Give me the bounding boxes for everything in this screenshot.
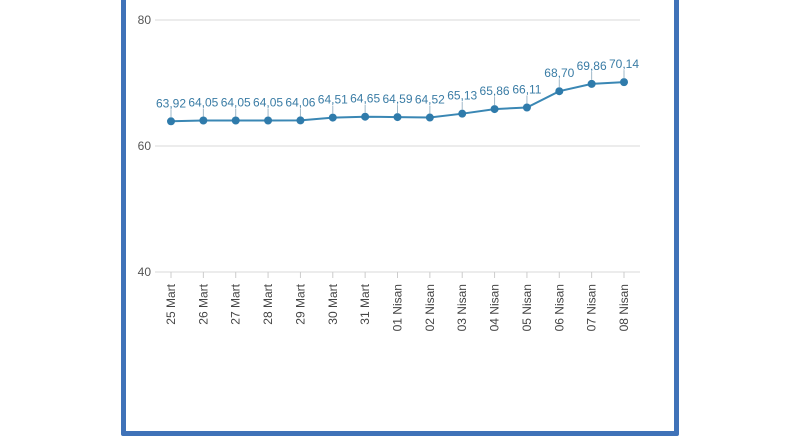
data-label: 65,13 bbox=[447, 89, 477, 103]
data-point[interactable] bbox=[199, 116, 208, 125]
x-axis-ticks: 25 Mart 26 Mart 27 Mart 28 Mart 29 Mart 30 Ma… bbox=[164, 272, 631, 331]
data-label: 64,05 bbox=[188, 95, 218, 109]
x-tick-label: 05 Nisan bbox=[520, 284, 534, 331]
data-label: 70,14 bbox=[609, 57, 639, 71]
data-label: 64,59 bbox=[382, 92, 412, 106]
data-point[interactable] bbox=[328, 113, 337, 122]
data-point[interactable] bbox=[296, 116, 305, 125]
data-label: 64,05 bbox=[253, 95, 283, 109]
data-point[interactable] bbox=[490, 105, 499, 114]
data-label: 64,06 bbox=[285, 95, 315, 109]
x-tick-label: 31 Mart bbox=[358, 283, 372, 324]
y-axis-ticks: 40 60 80 bbox=[138, 13, 152, 279]
chart-frame bbox=[121, 0, 679, 436]
x-tick-label: 06 Nisan bbox=[552, 284, 566, 331]
x-tick-label: 27 Mart bbox=[229, 283, 243, 324]
x-tick-label: 01 Nisan bbox=[391, 284, 405, 331]
data-label: 64,05 bbox=[221, 95, 251, 109]
x-tick-label: 02 Nisan bbox=[423, 284, 437, 331]
data-label: 64,65 bbox=[350, 92, 380, 106]
data-point[interactable] bbox=[393, 113, 402, 122]
x-tick-label: 04 Nisan bbox=[488, 284, 502, 331]
data-label: 64,51 bbox=[318, 93, 348, 107]
data-label: 63,92 bbox=[156, 96, 186, 110]
grid-lines bbox=[155, 19, 640, 273]
x-tick-label: 28 Mart bbox=[261, 283, 275, 324]
data-points bbox=[167, 78, 628, 126]
data-point[interactable] bbox=[264, 116, 273, 125]
data-point[interactable] bbox=[458, 109, 467, 118]
data-point[interactable] bbox=[231, 116, 240, 125]
data-point[interactable] bbox=[425, 113, 434, 122]
x-tick-label: 07 Nisan bbox=[585, 284, 599, 331]
x-tick-label: 26 Mart bbox=[196, 283, 210, 324]
x-tick-label: 25 Mart bbox=[164, 283, 178, 324]
data-label: 66,11 bbox=[512, 83, 541, 97]
data-label: 64,52 bbox=[415, 93, 445, 107]
data-label: 65,86 bbox=[480, 84, 510, 98]
x-tick-label: 08 Nisan bbox=[617, 284, 631, 331]
data-point[interactable] bbox=[555, 87, 564, 96]
y-tick-label: 60 bbox=[138, 139, 152, 153]
data-point[interactable] bbox=[620, 78, 628, 87]
y-tick-label: 40 bbox=[138, 265, 152, 279]
data-label: 68,70 bbox=[544, 66, 574, 80]
data-point[interactable] bbox=[361, 112, 370, 121]
y-tick-label: 80 bbox=[138, 13, 152, 27]
data-point[interactable] bbox=[522, 103, 531, 112]
data-point[interactable] bbox=[167, 117, 175, 126]
x-tick-label: 29 Mart bbox=[293, 283, 307, 324]
data-label: 69,86 bbox=[577, 59, 607, 73]
x-tick-label: 03 Nisan bbox=[455, 284, 469, 331]
x-tick-label: 30 Mart bbox=[326, 283, 340, 324]
data-point[interactable] bbox=[587, 79, 596, 88]
data-labels: 63,92 64,05 64,05 64,05 64,06 64,51 64,65 64,59… bbox=[156, 57, 639, 118]
